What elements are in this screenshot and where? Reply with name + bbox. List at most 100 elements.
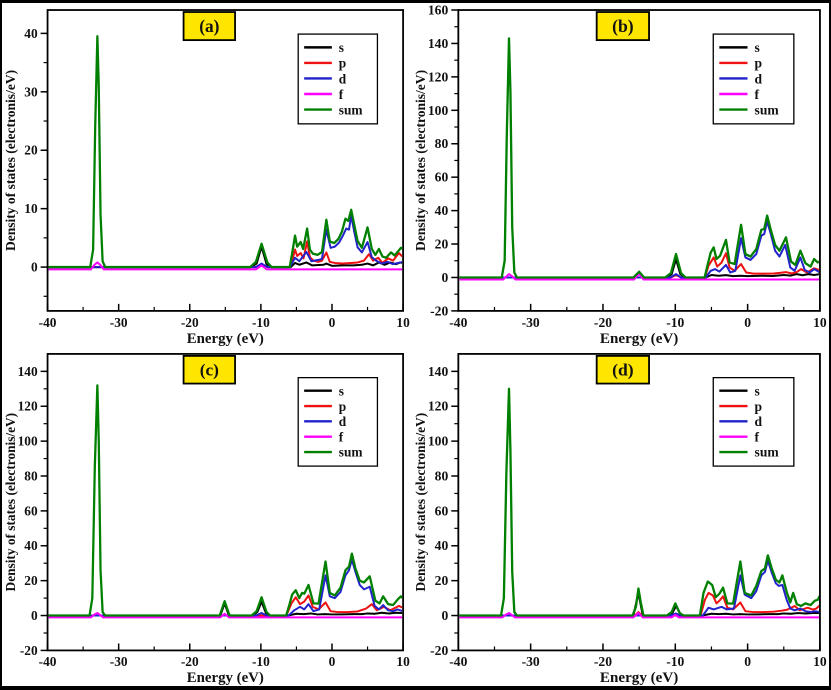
series-sum bbox=[48, 35, 403, 269]
y-tick-label: 60 bbox=[435, 170, 449, 185]
legend-label-s: s bbox=[339, 383, 344, 398]
x-tick-label: -10 bbox=[252, 315, 270, 330]
panel-label-box bbox=[182, 355, 236, 385]
legend-label-s: s bbox=[339, 40, 344, 55]
y-axis-title: Density of states (electronis/eV) bbox=[3, 70, 18, 251]
legend-label-p: p bbox=[755, 56, 763, 71]
x-tick-label: -30 bbox=[522, 654, 540, 669]
x-axis-title: Energy (eV) bbox=[187, 670, 264, 686]
y-tick-label: -20 bbox=[430, 303, 448, 318]
x-tick-label: -30 bbox=[110, 654, 128, 669]
panel-a: -40 -30 -20 -10 0 10 0 10 20 30 40 Energy (eV) Densi… bbox=[2, 3, 412, 347]
x-tick-label: 10 bbox=[396, 654, 410, 669]
y-tick-label: 140 bbox=[428, 364, 449, 379]
x-tick-label: -20 bbox=[594, 315, 612, 330]
legend-label-p: p bbox=[339, 56, 346, 71]
y-tick-label: -20 bbox=[20, 643, 38, 658]
series-d bbox=[459, 220, 819, 279]
x-tick-label: -10 bbox=[666, 654, 684, 669]
y-tick-label: 100 bbox=[428, 103, 449, 118]
y-tick-label: 100 bbox=[18, 434, 38, 449]
y-tick-label: 0 bbox=[31, 608, 38, 623]
y-tick-label: 20 bbox=[24, 573, 38, 588]
legend-label-s: s bbox=[755, 40, 760, 55]
x-axis-title: Energy (eV) bbox=[600, 670, 678, 686]
panel-c: -40 -30 -20 -10 0 10 -20 0 20 40 60 80 100 120 140 Ener… bbox=[2, 347, 412, 686]
legend-label-p: p bbox=[339, 399, 346, 414]
y-tick-label: 40 bbox=[435, 203, 449, 218]
legend-label-f: f bbox=[339, 429, 344, 444]
legend-label-s: s bbox=[755, 384, 760, 399]
x-tick-label: 10 bbox=[813, 654, 827, 669]
x-tick-label: -20 bbox=[181, 654, 199, 669]
y-tick-label: 140 bbox=[18, 364, 38, 379]
series-s bbox=[48, 245, 403, 269]
y-tick-label: 10 bbox=[24, 201, 38, 216]
y-tick-label: 30 bbox=[24, 84, 38, 99]
series-f bbox=[48, 261, 403, 271]
y-tick-label: 40 bbox=[24, 26, 38, 41]
dos-plot-c: -40 -30 -20 -10 0 10 -20 0 20 40 60 80 100 120 140 Ener… bbox=[3, 353, 410, 686]
series-f bbox=[459, 611, 819, 619]
y-tick-label: 20 bbox=[435, 573, 449, 588]
legend-label-f: f bbox=[755, 430, 760, 445]
y-tick-label: 40 bbox=[24, 538, 38, 553]
legend-label-f: f bbox=[755, 87, 760, 102]
panel-label-box bbox=[182, 11, 236, 42]
panel-label-box bbox=[595, 355, 650, 385]
series-p bbox=[48, 240, 403, 269]
panel-label: (c) bbox=[200, 361, 219, 380]
x-tick-label: -30 bbox=[522, 315, 540, 330]
series-sum bbox=[48, 384, 403, 617]
panel-label: (d) bbox=[612, 360, 634, 380]
series-f bbox=[459, 272, 819, 281]
panel-label: (a) bbox=[199, 16, 219, 36]
legend-label-d: d bbox=[339, 414, 347, 429]
legend-label-p: p bbox=[755, 399, 763, 414]
series-d bbox=[459, 559, 819, 617]
y-tick-label: 40 bbox=[435, 538, 449, 553]
dos-plot-a: -40 -30 -20 -10 0 10 0 10 20 30 40 Energy (eV) Densi… bbox=[3, 9, 410, 347]
legend-label-sum: sum bbox=[755, 102, 780, 117]
x-tick-label: 10 bbox=[396, 315, 410, 330]
x-axis-title: Energy (eV) bbox=[600, 331, 678, 347]
x-tick-label: -20 bbox=[594, 654, 612, 669]
legend-label-d: d bbox=[339, 71, 347, 86]
legend-label-f: f bbox=[339, 87, 344, 102]
y-tick-label: 120 bbox=[18, 399, 38, 414]
series-d bbox=[48, 558, 403, 617]
x-tick-label: -30 bbox=[110, 315, 128, 330]
legend-label-d: d bbox=[755, 414, 763, 429]
y-axis-title: Density of states (electronis/eV) bbox=[3, 413, 18, 592]
y-tick-label: 80 bbox=[24, 468, 38, 483]
y-tick-label: 0 bbox=[441, 270, 448, 285]
y-axis-title: Density of states (electronis/eV) bbox=[413, 413, 428, 592]
y-tick-label: 60 bbox=[24, 503, 38, 518]
legend-label-sum: sum bbox=[339, 102, 363, 117]
y-tick-label: 160 bbox=[428, 3, 449, 18]
dos-plot-d: -40 -30 -20 -10 0 10 -20 0 20 40 60 80 100 120 140 Ener… bbox=[413, 353, 827, 686]
y-tick-label: 20 bbox=[24, 143, 38, 158]
x-tick-label: 0 bbox=[329, 315, 336, 330]
x-tick-label: 0 bbox=[744, 654, 751, 669]
y-tick-label: -20 bbox=[430, 643, 448, 658]
x-tick-label: 0 bbox=[744, 315, 751, 330]
y-tick-label: 100 bbox=[428, 434, 449, 449]
series-f bbox=[48, 611, 403, 619]
x-axis-title: Energy (eV) bbox=[187, 331, 264, 347]
y-tick-label: 0 bbox=[441, 608, 448, 623]
x-tick-label: 10 bbox=[813, 315, 827, 330]
x-tick-label: 0 bbox=[329, 654, 336, 669]
y-tick-label: 80 bbox=[435, 469, 449, 484]
y-tick-label: 0 bbox=[31, 260, 38, 275]
x-tick-label: -40 bbox=[449, 315, 467, 330]
series-sum bbox=[459, 387, 819, 617]
panel-label: (b) bbox=[612, 16, 634, 36]
y-tick-label: 120 bbox=[428, 69, 449, 84]
x-tick-label: -40 bbox=[449, 654, 467, 669]
panel-b: -40 -30 -20 -10 0 10 -20 0 20 40 60 80 100 120 140 160 E… bbox=[412, 3, 829, 347]
y-tick-label: 20 bbox=[435, 237, 449, 252]
series-sum bbox=[459, 37, 819, 279]
x-tick-label: -40 bbox=[39, 315, 57, 330]
